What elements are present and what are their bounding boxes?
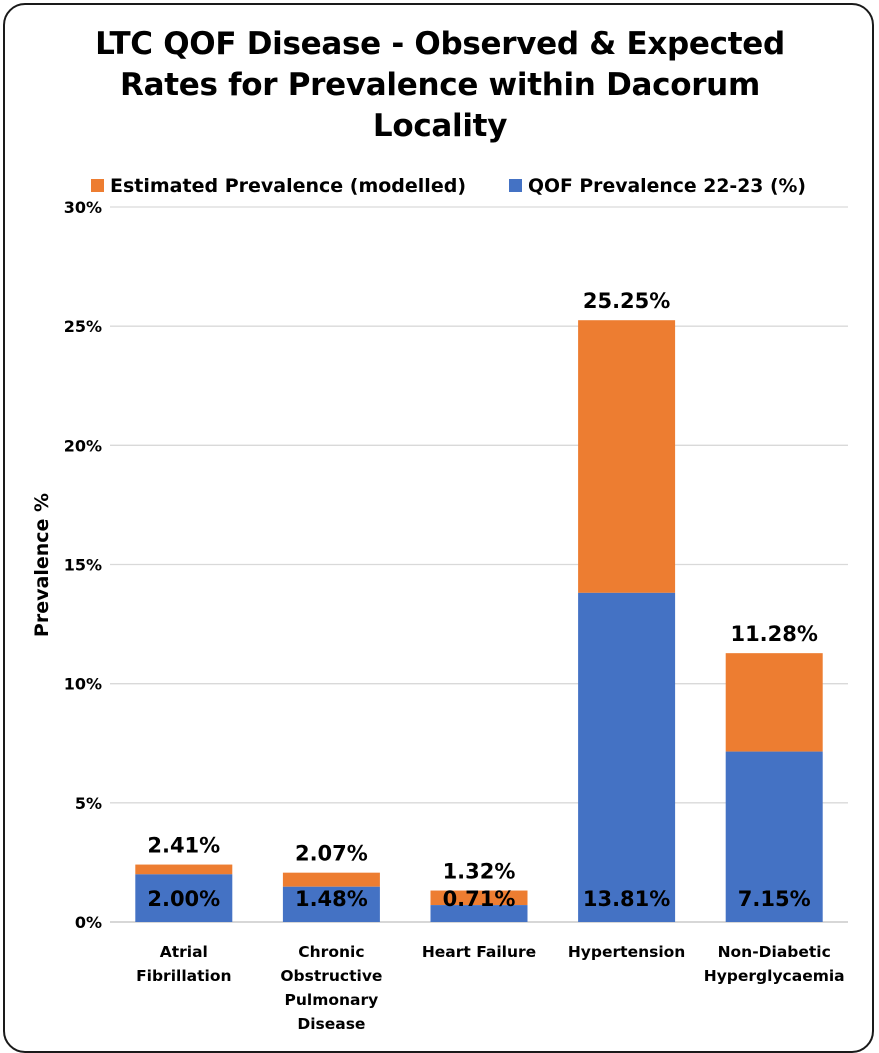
bar-estimated (135, 864, 233, 875)
data-label-estimated: 2.41% (147, 834, 220, 858)
chart-title-line-3: Locality (372, 108, 508, 144)
data-label-qof: 1.48% (295, 887, 368, 911)
bar-qof (430, 905, 528, 922)
legend-swatch-estimated (91, 179, 104, 192)
y-axis-label: Prevalence % (31, 493, 53, 637)
legend-swatch-qof (509, 179, 522, 192)
chart-title-line-1: LTC QOF Disease - Observed & Expected (95, 26, 785, 62)
y-tick-label: 0% (75, 913, 102, 932)
y-tick-label: 30% (64, 198, 102, 217)
bar-estimated (578, 320, 676, 593)
x-tick-label: Hypertension (568, 943, 686, 961)
legend-label-estimated: Estimated Prevalence (modelled) (110, 175, 466, 197)
data-label-estimated: 11.28% (730, 622, 817, 646)
data-label-estimated: 2.07% (295, 842, 368, 866)
bar-estimated (725, 653, 823, 752)
bar-estimated (430, 890, 528, 906)
x-tick-label: Non-Diabetic (718, 943, 831, 961)
x-tick-label: Disease (297, 1015, 365, 1033)
data-label-qof: 2.00% (147, 887, 220, 911)
chart-title: LTC QOF Disease - Observed & Expected Ra… (60, 24, 820, 147)
chart-title-line-2: Rates for Prevalence within Dacorum (120, 67, 760, 103)
y-tick-label: 15% (64, 556, 102, 575)
x-tick-label: Fibrillation (136, 967, 231, 985)
data-label-estimated: 25.25% (583, 289, 670, 313)
data-label-qof: 13.81% (583, 887, 670, 911)
bar-qof (578, 592, 676, 922)
x-tick-label: Atrial (160, 943, 208, 961)
bar-estimated (282, 872, 380, 887)
legend-label-qof: QOF Prevalence 22-23 (%) (528, 175, 806, 197)
x-tick-label: Chronic (298, 943, 364, 961)
y-tick-label: 25% (64, 317, 102, 336)
y-tick-label: 10% (64, 675, 102, 694)
y-tick-label: 20% (64, 436, 102, 455)
x-tick-label: Obstructive (280, 967, 382, 985)
x-tick-label: Heart Failure (422, 943, 536, 961)
data-label-estimated: 1.32% (443, 860, 516, 884)
bar-qof (282, 886, 380, 922)
data-label-qof: 0.71% (443, 887, 516, 911)
bar-qof (725, 751, 823, 922)
data-label-qof: 7.15% (738, 887, 811, 911)
x-tick-label: Pulmonary (285, 991, 379, 1009)
x-tick-label: Hyperglycaemia (704, 967, 845, 985)
y-tick-label: 5% (75, 794, 102, 813)
bar-qof (135, 874, 233, 922)
